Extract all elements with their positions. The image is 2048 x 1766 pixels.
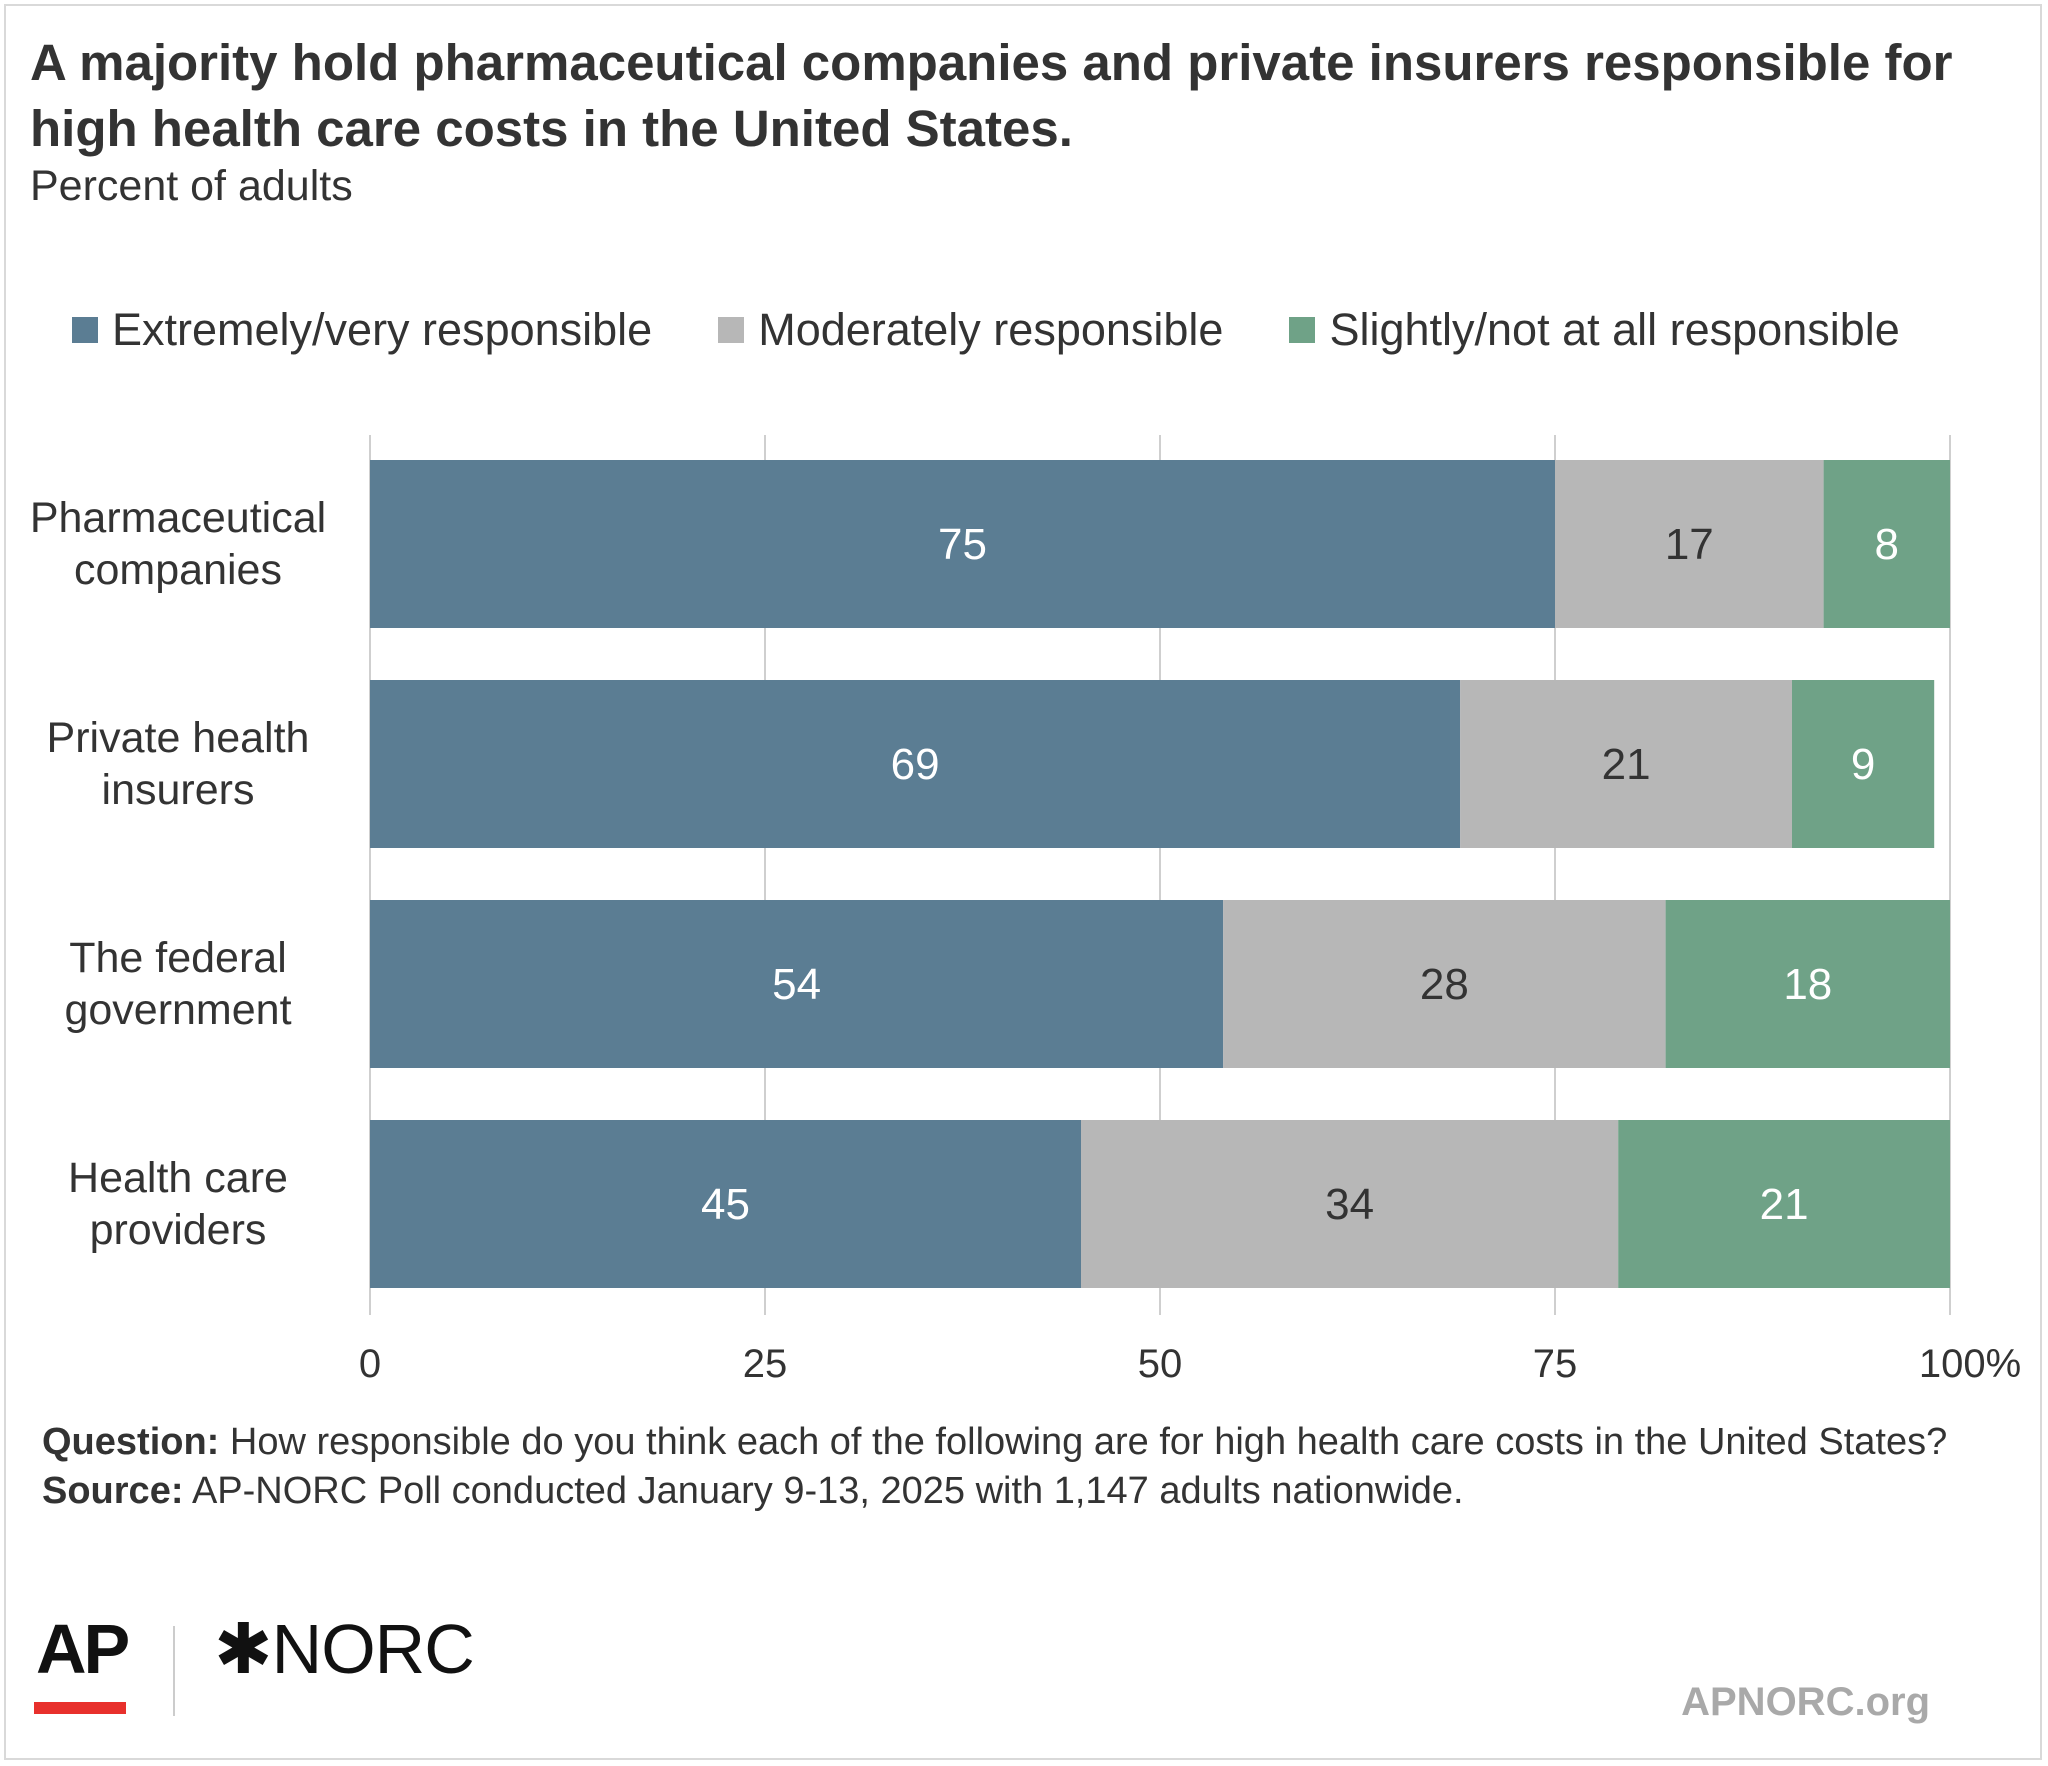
bar-extremely (370, 900, 1224, 1068)
x-tick-label: 75 (1533, 1342, 1578, 1386)
data-label: 17 (1665, 520, 1714, 569)
bar-extremely (370, 680, 1461, 848)
data-label: 8 (1875, 520, 1899, 569)
legend-label-slightly: Slightly/not at all responsible (1329, 304, 1900, 355)
norc-logo: ✱NORC (214, 1614, 475, 1684)
data-label: 9 (1851, 740, 1875, 789)
norc-logo-text: NORC (271, 1610, 475, 1688)
ap-logo-bar (34, 1702, 126, 1714)
chart-notes: Question: How responsible do you think e… (42, 1418, 1992, 1516)
legend-item-slightly: Slightly/not at all responsible (1289, 304, 1900, 356)
bar-slightly (1618, 1120, 1950, 1288)
bar-slightly (1823, 460, 1950, 628)
category-label: Pharmaceutical (30, 494, 326, 542)
legend-item-extremely: Extremely/very responsible (72, 304, 652, 356)
source-label: Source: (42, 1470, 184, 1512)
data-label: 75 (938, 520, 987, 569)
legend-item-moderately: Moderately responsible (718, 304, 1223, 356)
legend-swatch-extremely (72, 317, 98, 343)
legend-label-extremely: Extremely/very responsible (112, 304, 653, 355)
category-label: providers (90, 1206, 267, 1254)
question-text: How responsible do you think each of the… (229, 1421, 1948, 1463)
category-label: companies (74, 546, 282, 594)
chart-subtitle: Percent of adults (30, 162, 353, 210)
chart-frame (4, 4, 2042, 1760)
bar-slightly (1665, 900, 1950, 1068)
x-tick-label: 25 (743, 1342, 788, 1386)
data-label: 69 (891, 740, 940, 789)
question-note: Question: How responsible do you think e… (42, 1418, 1992, 1467)
bar-moderately (1223, 900, 1666, 1068)
category-label: The federal (69, 934, 287, 982)
bar-moderately (1460, 680, 1792, 848)
source-note: Source: AP-NORC Poll conducted January 9… (42, 1467, 1992, 1516)
data-label: 34 (1325, 1180, 1374, 1229)
legend-label-moderately: Moderately responsible (758, 304, 1224, 355)
legend-swatch-slightly (1289, 317, 1316, 343)
bar-extremely (370, 460, 1555, 628)
data-label: 21 (1760, 1180, 1809, 1229)
category-label: insurers (102, 766, 255, 814)
bar-slightly (1792, 680, 1935, 848)
bar-moderately (1081, 1120, 1619, 1288)
question-label: Question: (42, 1421, 220, 1463)
x-tick-label: 50 (1138, 1342, 1183, 1386)
norc-mark-icon: ✱ (214, 1610, 273, 1688)
bar-extremely (370, 1120, 1081, 1288)
x-tick-label: 0 (359, 1342, 381, 1386)
x-tick-label: 100% (1919, 1342, 2021, 1386)
legend-swatch-moderately (718, 317, 745, 343)
category-label: Health care (68, 1154, 288, 1202)
data-label: 54 (772, 960, 821, 1009)
site-url: APNORC.org (1681, 1680, 1930, 1724)
data-label: 28 (1420, 960, 1469, 1009)
category-label: Private health (47, 714, 310, 762)
chart-title: A majority hold pharmaceutical companies… (30, 34, 1953, 157)
data-label: 18 (1783, 960, 1832, 1009)
data-label: 21 (1602, 740, 1651, 789)
ap-logo: AP (36, 1610, 130, 1688)
bar-moderately (1555, 460, 1824, 628)
category-label: government (64, 986, 291, 1034)
legend: Extremely/very responsible Moderately re… (72, 300, 1900, 360)
source-text: AP-NORC Poll conducted January 9-13, 202… (191, 1470, 1464, 1512)
logo-divider (173, 1626, 175, 1716)
data-label: 45 (701, 1180, 750, 1229)
